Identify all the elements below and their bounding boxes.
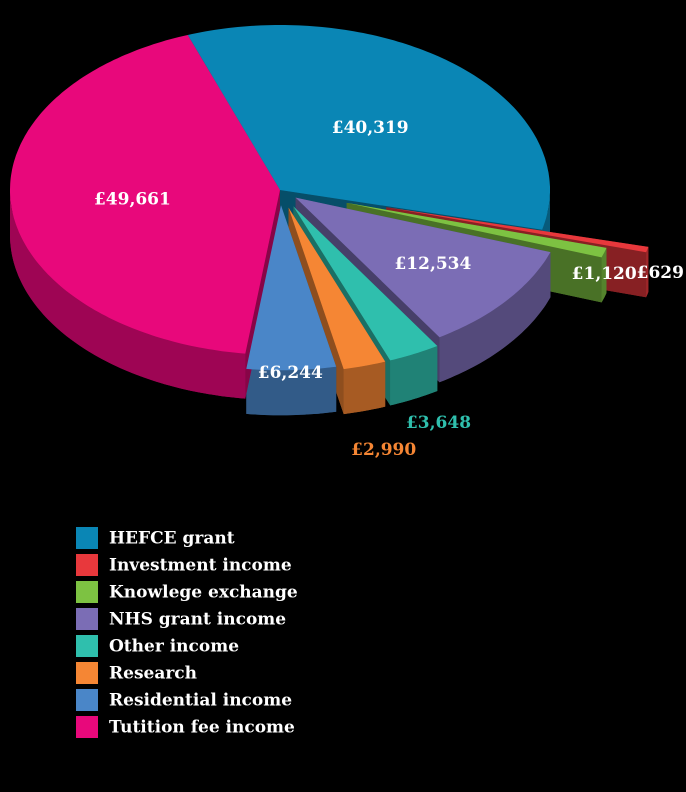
slice-edge	[601, 247, 607, 303]
legend-swatch	[76, 608, 98, 630]
legend-label: Tutition fee income	[109, 718, 295, 738]
slice	[187, 25, 550, 230]
value-label: £3,648	[406, 413, 471, 433]
slice	[246, 205, 337, 371]
legend: HEFCE grant Investment income Knowlege exc…	[76, 527, 298, 738]
value-label: £40,319	[332, 118, 409, 138]
legend-swatch	[76, 581, 98, 603]
legend-swatch	[76, 635, 98, 657]
legend-swatch	[76, 554, 98, 576]
legend-label: Research	[109, 664, 197, 684]
slice	[346, 202, 607, 258]
value-label: £6,244	[258, 363, 323, 383]
slice	[10, 35, 280, 354]
legend-label: NHS grant income	[109, 610, 286, 630]
legend-swatch	[76, 662, 98, 684]
slice	[288, 207, 386, 370]
legend-swatch	[76, 689, 98, 711]
value-label: £12,534	[394, 254, 471, 274]
value-label: £629	[637, 263, 684, 283]
slice	[293, 206, 438, 361]
slice	[386, 207, 649, 253]
legend-label: Residential income	[109, 691, 292, 711]
value-label: £49,661	[94, 190, 171, 210]
legend-label: Other income	[109, 637, 239, 657]
legend-swatch	[76, 527, 98, 549]
value-label: £1,120	[572, 264, 637, 284]
slice-edge	[10, 190, 246, 399]
legend-label: Knowlege exchange	[109, 583, 298, 603]
slice-edge	[646, 246, 649, 298]
value-label: £2,990	[351, 440, 416, 460]
legend-label: Investment income	[109, 556, 292, 576]
slice-edge	[439, 252, 551, 383]
slice	[295, 197, 551, 338]
legend-label: HEFCE grant	[109, 529, 235, 549]
slice-edge	[343, 361, 386, 415]
slice-tops	[10, 25, 649, 371]
slice-edge	[390, 346, 438, 406]
slice-edge	[246, 366, 337, 416]
legend-swatch	[76, 716, 98, 738]
